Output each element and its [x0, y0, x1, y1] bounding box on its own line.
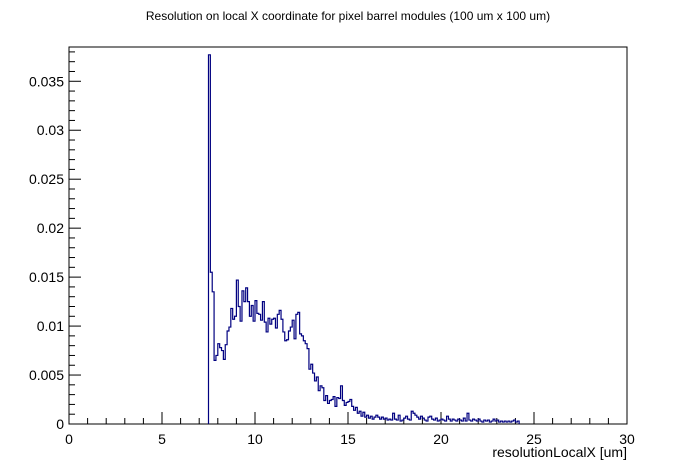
y-tick-label: 0.03 — [37, 122, 64, 138]
x-tick-label: 20 — [433, 431, 449, 447]
x-tick-label: 10 — [247, 431, 263, 447]
y-tick-label: 0 — [56, 416, 64, 432]
y-tick-label: 0.02 — [37, 220, 64, 236]
y-tick-label: 0.01 — [37, 318, 64, 334]
y-tick-labels: 0 0.005 0.01 0.015 0.02 0.025 0.03 0.035 — [29, 73, 64, 432]
x-tick-labels: 0 5 10 15 20 25 30 — [65, 431, 635, 447]
y-tick-label: 0.035 — [29, 73, 64, 89]
plot-frame — [68, 46, 628, 425]
axis-ticks — [68, 51, 628, 425]
x-tick-label: 0 — [65, 431, 73, 447]
chart-title: Resolution on local X coordinate for pix… — [146, 9, 550, 23]
y-tick-label: 0.005 — [29, 367, 64, 383]
histogram-series — [207, 54, 520, 424]
y-tick-label: 0.015 — [29, 269, 64, 285]
x-axis-label: resolutionLocalX [um] — [492, 444, 627, 460]
x-tick-label: 5 — [158, 431, 166, 447]
x-tick-label: 15 — [340, 431, 356, 447]
x-tick-label: 30 — [619, 431, 635, 447]
x-tick-label: 25 — [526, 431, 542, 447]
y-tick-label: 0.025 — [29, 171, 64, 187]
